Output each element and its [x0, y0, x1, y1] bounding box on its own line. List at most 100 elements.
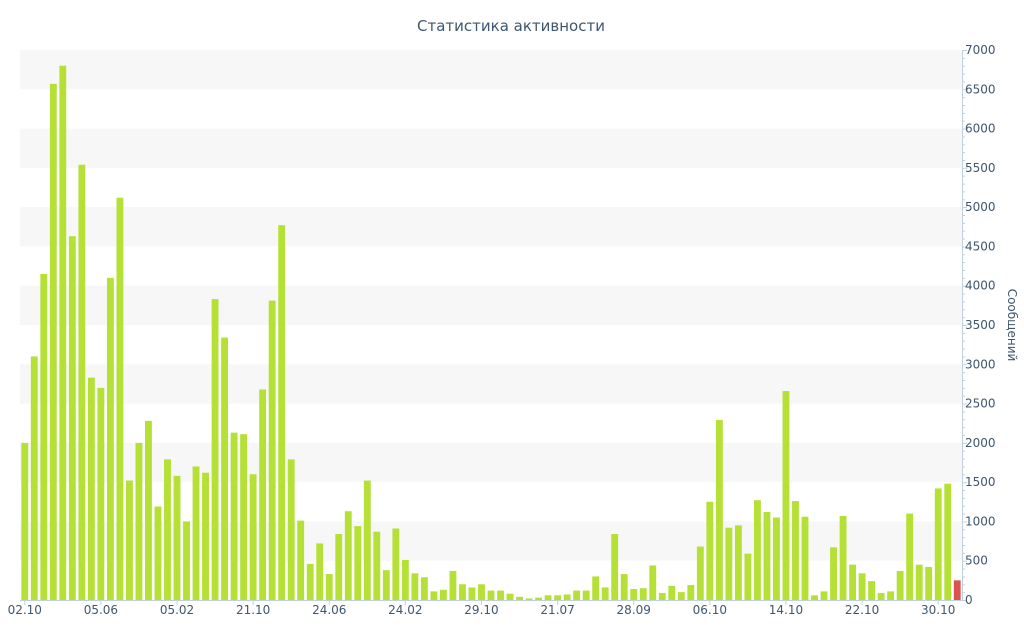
bar[interactable]	[183, 521, 190, 600]
bar[interactable]	[620, 574, 628, 600]
bar[interactable]	[696, 546, 704, 600]
bar[interactable]	[687, 585, 695, 600]
bar[interactable]	[154, 506, 162, 601]
bar[interactable]	[925, 567, 933, 600]
bar[interactable]	[468, 587, 476, 600]
bar[interactable]	[440, 589, 447, 600]
highlight-bar[interactable]	[953, 580, 961, 600]
bar[interactable]	[411, 573, 419, 600]
bar[interactable]	[868, 581, 876, 600]
bar[interactable]	[554, 595, 562, 600]
bar[interactable]	[592, 576, 600, 600]
bar[interactable]	[754, 500, 761, 600]
bar[interactable]	[30, 356, 38, 600]
bar[interactable]	[59, 65, 67, 600]
bar[interactable]	[535, 597, 542, 600]
bar[interactable]	[706, 501, 714, 600]
bar[interactable]	[87, 377, 95, 600]
bar[interactable]	[420, 577, 428, 600]
bar[interactable]	[849, 564, 856, 600]
bar[interactable]	[278, 225, 286, 600]
bar[interactable]	[192, 466, 200, 600]
bar[interactable]	[106, 277, 114, 600]
bar[interactable]	[21, 442, 29, 600]
bar[interactable]	[259, 389, 267, 600]
bar[interactable]	[782, 391, 790, 600]
bar[interactable]	[877, 592, 885, 600]
bar[interactable]	[744, 553, 752, 600]
bar[interactable]	[858, 573, 866, 600]
bar[interactable]	[78, 164, 86, 600]
bar[interactable]	[316, 543, 324, 600]
bar[interactable]	[934, 488, 942, 600]
bar[interactable]	[506, 593, 514, 600]
bar[interactable]	[459, 584, 466, 600]
bar[interactable]	[668, 585, 676, 600]
bar[interactable]	[896, 570, 904, 600]
bar[interactable]	[773, 517, 780, 601]
bar[interactable]	[135, 442, 143, 600]
bar[interactable]	[801, 516, 809, 600]
bar[interactable]	[792, 501, 799, 600]
bar[interactable]	[677, 592, 685, 600]
bar[interactable]	[915, 564, 923, 600]
bar[interactable]	[839, 515, 847, 600]
x-tick-label: 29.10	[464, 603, 498, 617]
bar[interactable]	[497, 590, 504, 600]
bar[interactable]	[811, 595, 818, 600]
bar[interactable]	[734, 525, 742, 600]
bar[interactable]	[725, 527, 733, 600]
bar[interactable]	[221, 337, 228, 600]
bar[interactable]	[164, 459, 171, 600]
bar[interactable]	[658, 592, 666, 600]
bar[interactable]	[887, 591, 895, 600]
bar[interactable]	[830, 547, 837, 600]
bar[interactable]	[287, 459, 295, 600]
bar[interactable]	[715, 420, 723, 600]
bar[interactable]	[392, 528, 400, 601]
bar[interactable]	[335, 534, 343, 600]
bar[interactable]	[611, 534, 619, 600]
bar[interactable]	[249, 474, 257, 600]
bar[interactable]	[230, 432, 238, 600]
bar[interactable]	[449, 570, 457, 600]
bar[interactable]	[116, 197, 124, 600]
bar[interactable]	[401, 559, 409, 600]
bar[interactable]	[306, 563, 314, 600]
bar[interactable]	[68, 236, 76, 600]
bar[interactable]	[573, 590, 581, 600]
bar[interactable]	[820, 591, 828, 600]
bar[interactable]	[639, 588, 647, 600]
bar[interactable]	[382, 570, 390, 600]
bar[interactable]	[268, 300, 276, 600]
bar[interactable]	[763, 512, 771, 600]
bar[interactable]	[297, 520, 305, 600]
bar[interactable]	[373, 531, 381, 600]
bar[interactable]	[211, 299, 219, 600]
bar[interactable]	[649, 565, 657, 600]
bar[interactable]	[325, 574, 333, 600]
bar[interactable]	[126, 480, 133, 600]
bar[interactable]	[240, 434, 248, 600]
bar[interactable]	[601, 587, 609, 600]
bar[interactable]	[544, 595, 552, 600]
bar[interactable]	[478, 584, 485, 600]
bar[interactable]	[563, 594, 571, 601]
bar[interactable]	[145, 420, 152, 600]
bar[interactable]	[363, 480, 371, 600]
bar[interactable]	[202, 472, 209, 600]
bar[interactable]	[944, 483, 952, 600]
bar[interactable]	[173, 475, 181, 600]
bar[interactable]	[906, 513, 914, 600]
bar[interactable]	[516, 596, 523, 600]
bar[interactable]	[344, 511, 352, 600]
bar[interactable]	[582, 590, 590, 600]
bar[interactable]	[49, 83, 57, 601]
bar[interactable]	[354, 526, 362, 600]
bar[interactable]	[630, 589, 638, 600]
bar[interactable]	[430, 591, 438, 600]
bar[interactable]	[525, 598, 533, 600]
bar[interactable]	[487, 590, 495, 600]
bar[interactable]	[40, 273, 48, 600]
bar[interactable]	[97, 387, 105, 600]
